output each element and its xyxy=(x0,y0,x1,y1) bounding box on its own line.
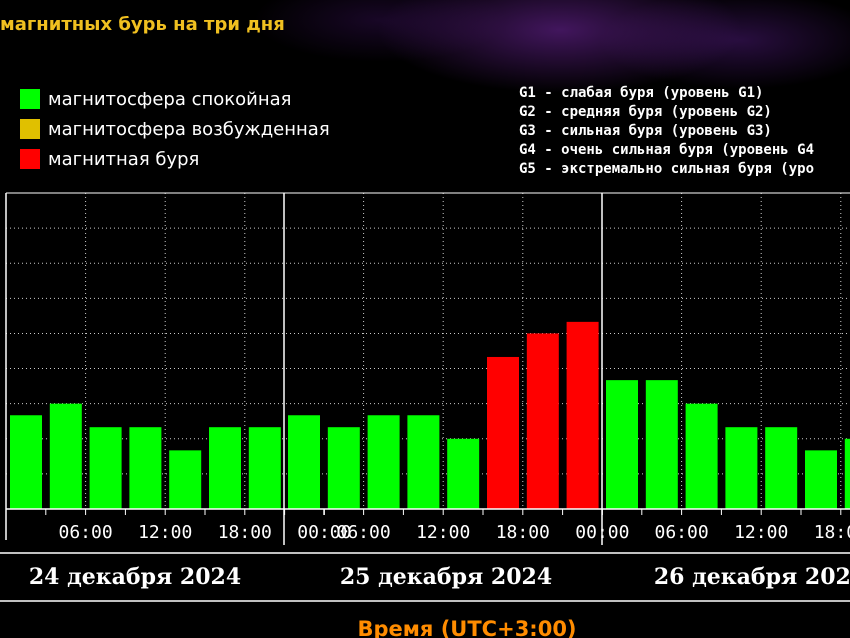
kp-bar-0 xyxy=(10,415,42,509)
legend: магнитосфера спокойная магнитосфера возб… xyxy=(20,84,330,174)
kp-bar-9 xyxy=(367,415,400,509)
kp-bar-11 xyxy=(447,438,480,509)
day-label-0: 24 декабря 2024 xyxy=(29,564,241,590)
legend-swatch-quiet xyxy=(20,89,40,109)
kp-bar-20 xyxy=(805,450,837,509)
x-tick-label: 06:00 xyxy=(59,522,113,543)
legend-item-quiet: магнитосфера спокойная xyxy=(20,84,330,114)
x-tick-label: 12:00 xyxy=(138,522,192,543)
kp-bar-3 xyxy=(129,427,162,509)
legend-swatch-active xyxy=(20,119,40,139)
kp-bar-21 xyxy=(844,438,850,509)
x-tick-label: 06:00 xyxy=(337,522,391,543)
kp-bar-5 xyxy=(209,427,241,509)
kp-bar-4 xyxy=(169,450,202,509)
legend-swatch-storm xyxy=(20,149,40,169)
kp-bar-16 xyxy=(645,380,678,509)
x-tick-label: 18:00 xyxy=(496,522,550,543)
level-g4: G4 - очень сильная буря (уровень G4 xyxy=(519,142,815,158)
kp-bar-1 xyxy=(49,403,82,509)
kp-bar-15 xyxy=(606,380,638,509)
axis-layer xyxy=(0,192,850,602)
kp-bar-2 xyxy=(89,427,122,509)
bars-layer xyxy=(10,321,850,509)
legend-item-storm: магнитная буря xyxy=(20,144,330,174)
page-title: магнитных бурь на три дня xyxy=(0,14,285,35)
level-g5: G5 - экстремально сильная буря (уро xyxy=(519,161,815,177)
x-tick-label: 12:00 xyxy=(416,522,470,543)
legend-label-storm: магнитная буря xyxy=(48,148,200,170)
kp-bar-14 xyxy=(566,321,599,509)
storm-level-list: G1 - слабая буря (уровень G1) G2 - средн… xyxy=(519,84,850,179)
kp-bar-7 xyxy=(288,415,320,509)
legend-label-active: магнитосфера возбужденная xyxy=(48,118,330,140)
x-tick-label: 18:00 xyxy=(814,522,850,543)
level-g2: G2 - средняя буря (уровень G2) xyxy=(519,104,772,120)
kp-bar-19 xyxy=(765,427,798,509)
legend-label-quiet: магнитосфера спокойная xyxy=(48,88,292,110)
x-tick-label: 18:00 xyxy=(218,522,272,543)
x-tick-label: 12:00 xyxy=(734,522,788,543)
x-tick-label: 06:00 xyxy=(655,522,709,543)
level-g1: G1 - слабая буря (уровень G1) xyxy=(519,85,764,101)
day-label-1: 25 декабря 2024 xyxy=(340,564,552,590)
legend-item-active: магнитосфера возбужденная xyxy=(20,114,330,144)
kp-bar-17 xyxy=(685,403,718,509)
x-tick-label: 00:00 xyxy=(575,522,629,543)
day-label-2: 26 декабря 2024 xyxy=(654,564,850,590)
kp-bar-6 xyxy=(248,427,281,509)
x-axis-title: Время (UTC+3:00) xyxy=(357,617,576,638)
kp-bar-10 xyxy=(407,415,440,509)
kp-bar-12 xyxy=(487,356,519,509)
x-tick-label: 00:00 xyxy=(297,522,351,543)
kp-bar-18 xyxy=(725,427,758,509)
kp-bar-13 xyxy=(526,333,559,509)
kp-bar-8 xyxy=(327,427,360,509)
level-g3: G3 - сильная буря (уровень G3) xyxy=(519,123,772,139)
